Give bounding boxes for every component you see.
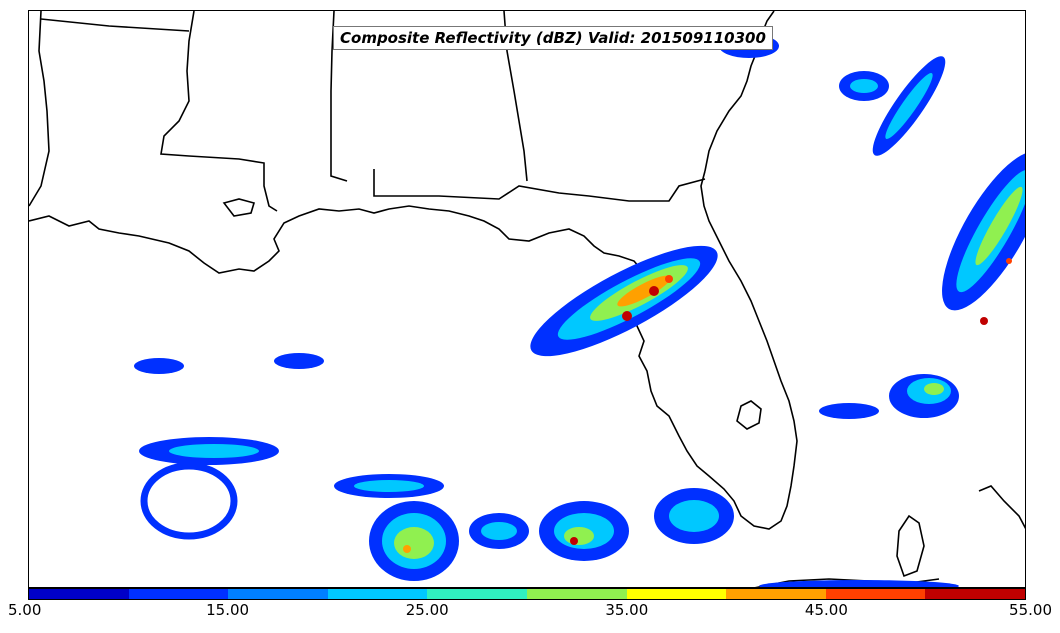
echo-cluster-keys [819, 403, 879, 419]
colorbar-tick-label: 55.00 [1009, 601, 1052, 619]
echo-core-7 [570, 537, 578, 545]
echo-spiral-gulf [140, 462, 238, 540]
colorbar-segment [427, 589, 527, 599]
echo-cluster-bahamas-mid [924, 383, 944, 395]
bahamas-east [978, 485, 1025, 529]
colorbar-segment [526, 589, 627, 599]
echo-band-gulf-w-core [169, 444, 259, 458]
echo-cluster-s-gulf-7 [134, 358, 184, 374]
echo-cluster-s-gulf-1-mid [394, 527, 434, 559]
colorbar-segment [925, 589, 1025, 599]
lake-okeechobee [736, 400, 762, 430]
echo-band-nw-florida-strong [617, 275, 671, 307]
echo-core-1 [622, 311, 632, 321]
state-line-tx-la-top [40, 18, 190, 32]
colorbar [28, 588, 1026, 600]
echo-cluster-s-gulf-5-core [481, 522, 517, 540]
colorbar-segment [128, 589, 229, 599]
echo-cluster-atlantic-n-core [850, 79, 878, 93]
echo-band-atlantic-ne-core [885, 72, 933, 140]
bahamas-andros [896, 514, 925, 578]
radar-map: Composite Reflectivity (dBZ) Valid: 2015… [28, 10, 1026, 588]
echo-core-6 [403, 545, 411, 553]
colorbar-tick-label: 35.00 [605, 601, 649, 619]
echo-cluster-s-gulf-4-core [354, 480, 424, 492]
colorbar-segment [29, 589, 129, 599]
colorbar-tick-label: 15.00 [206, 601, 250, 619]
radar-echoes [134, 34, 1025, 587]
colorbar-tick-label: 25.00 [405, 601, 449, 619]
state-line-la-ms [160, 11, 278, 212]
echo-core-2 [649, 286, 659, 296]
colorbar-segment [626, 589, 727, 599]
colorbar-segment [327, 589, 428, 599]
colorbar-tick-label: 45.00 [804, 601, 848, 619]
colorbar-segment [228, 589, 328, 599]
map-canvas [29, 11, 1025, 587]
map-title: Composite Reflectivity (dBZ) Valid: 2015… [333, 26, 773, 50]
echo-core-5 [1006, 258, 1012, 264]
echo-core-4 [980, 317, 988, 325]
echo-cluster-s-gulf-2-mid [564, 527, 594, 545]
colorbar-segment [825, 589, 926, 599]
colorbar-tick-label: 5.00 [8, 601, 42, 619]
echo-cluster-s-gulf-6 [274, 353, 324, 369]
echo-band-atlantic-e-mid [975, 186, 1023, 266]
echo-core-3 [665, 275, 673, 283]
echo-cluster-s-gulf-3-core [669, 500, 719, 532]
colorbar-segment [726, 589, 826, 599]
lake-pontchartrain [222, 198, 256, 217]
state-line-al-fl [373, 169, 706, 202]
echo-cluster-cuba [759, 580, 959, 587]
state-line-ms-al [330, 11, 348, 182]
state-line-tx-la [29, 11, 50, 207]
